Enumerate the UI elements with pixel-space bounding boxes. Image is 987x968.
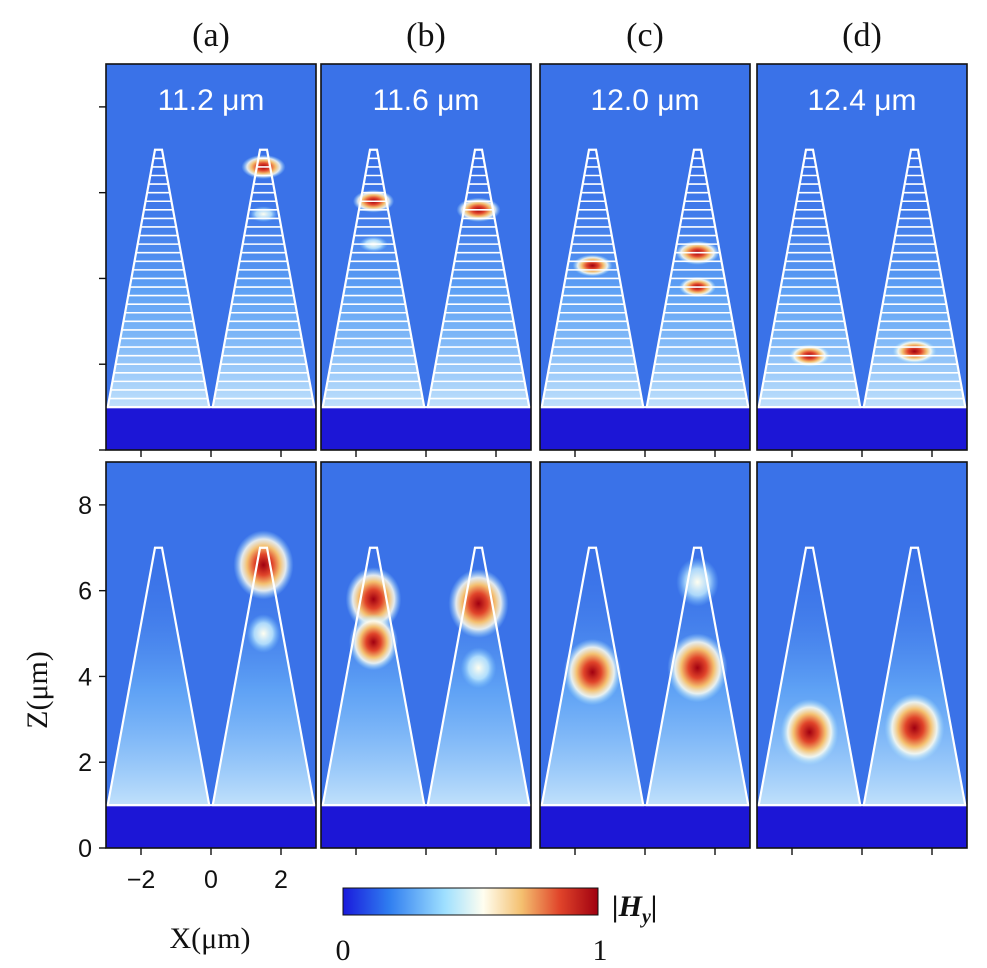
panel-field [106,462,316,848]
panel-field [321,64,531,450]
wavelength-label: 11.6 μm [373,84,480,117]
x-tick-label: 2 [274,866,288,894]
cone-glow [322,547,425,806]
cone-glow [212,547,315,806]
field-hotspot [448,569,509,639]
y-tick-label: 0 [78,835,92,863]
substrate [106,805,316,848]
colorbar: 0 1 |Hy| [336,887,657,967]
wavelength-label: 11.2 μm [158,84,265,117]
panel-letter: (d) [842,17,882,54]
field-hotspot [249,206,278,222]
panel-field [757,462,967,848]
panel-field [106,64,316,450]
panel-letter: (c) [626,17,664,54]
field-hotspot [572,254,613,277]
field-hotspot [667,633,728,703]
y-axis-title: Z(μm) [21,651,54,729]
panel-letter: (b) [406,17,446,54]
field-hotspot [460,647,497,689]
substrate [540,407,750,450]
substrate [321,805,531,848]
panel-field [321,462,531,848]
panel-field [540,64,750,450]
x-tick-label: −2 [127,866,156,894]
heatmap-panel [756,461,968,855]
field-hotspot [892,339,937,364]
y-tick-label: 8 [78,492,92,520]
field-hotspot [233,530,294,600]
colorbar-min-label: 0 [336,934,351,967]
field-hotspot [345,567,402,632]
heatmap-panel [99,461,317,855]
wavelength-label: 12.0 μm [591,84,700,117]
substrate [540,805,750,848]
y-tick-label: 2 [78,749,92,777]
substrate [757,407,967,450]
y-tick-label: 6 [78,578,92,606]
substrate [321,407,531,450]
heatmap-panel: 12.4 μm [756,63,968,457]
cone-glow [107,547,210,806]
panel-letter: (a) [192,17,230,54]
field-hotspot [246,614,281,653]
heatmap-panel [320,461,532,855]
field-hotspot [676,557,719,607]
wavelength-label: 12.4 μm [808,84,917,117]
heatmap-panel [539,461,751,855]
field-hotspot [563,638,622,706]
heatmap-panel: 11.6 μm [320,63,532,457]
heatmap-panel: 12.0 μm [539,63,751,457]
field-hotspot [349,613,398,671]
x-tick-label: 0 [204,866,218,894]
colorbar-title: |Hy| [612,890,657,928]
colorbar-gradient [342,887,599,916]
panel-field [540,462,750,848]
x-axis-title: X(μm) [169,922,250,955]
panel-field [757,64,967,450]
substrate [106,407,316,450]
y-tick-label: 4 [78,663,92,691]
heatmap-panel: 11.2 μm [99,63,317,457]
field-hotspot [780,698,839,766]
field-hotspot [884,693,945,763]
substrate [757,805,967,848]
colorbar-max-label: 1 [593,934,608,967]
